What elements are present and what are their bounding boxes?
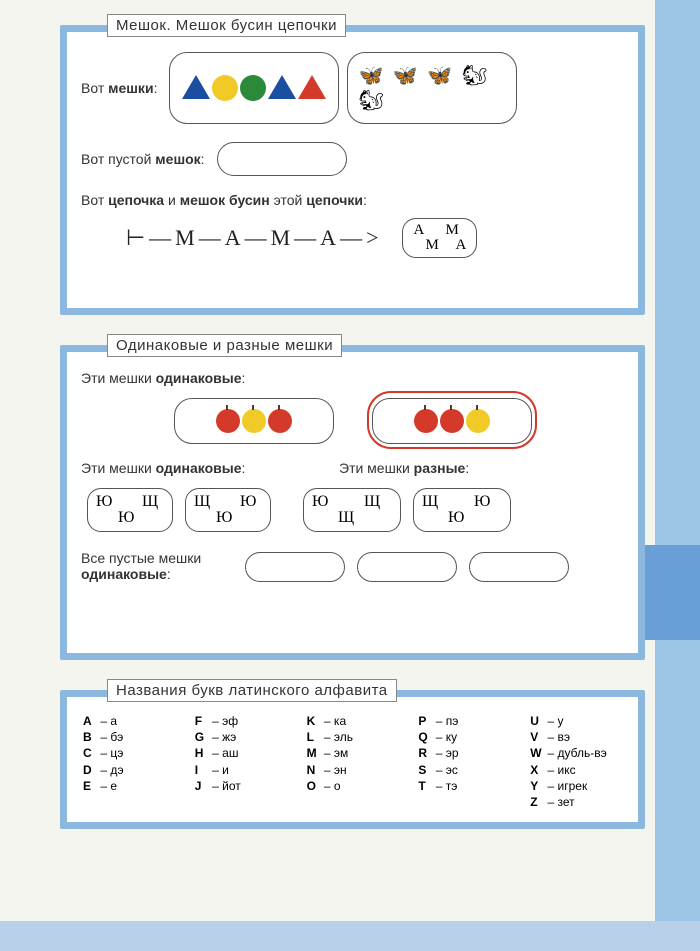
alphabet-col: U – уV – вэW – дубль-вэX – иксY – игрекZ… [530,713,622,810]
apple-yellow [466,409,490,433]
alphabet-row: X – икс [530,762,622,778]
alphabet-row: P – пэ [418,713,510,729]
alphabet-row: K – ка [307,713,399,729]
alphabet-row: J – йот [195,778,287,794]
content-column: Мешок. Мешок бусин цепочки Вот мешки: 🦋 … [60,25,645,859]
alphabet-row: D – дэ [83,762,175,778]
section2-title: Одинаковые и разные мешки [107,334,342,357]
chain-letters-bag: А М М А [402,218,477,258]
alphabet-row: V – вэ [530,729,622,745]
section-same-diff: Одинаковые и разные мешки Эти мешки один… [60,345,645,660]
page: Мешок. Мешок бусин цепочки Вот мешки: 🦋 … [0,0,700,951]
bottom-band [0,921,700,951]
chain-letter: А [455,237,466,254]
alphabet-table: A – аB – бэC – цэD – дэE – еF – эфG – жэ… [81,709,624,814]
alphabet-row: G – жэ [195,729,287,745]
side-bar [655,0,700,951]
empty-bag [217,142,347,176]
section3-title: Названия букв латинского алфавита [107,679,397,702]
letter-bag-d: Щ Ю Ю [413,488,511,532]
alphabet-row: H – аш [195,745,287,761]
label-empty-bag: Вот пустой мешок: [81,151,205,167]
apple-red [268,409,292,433]
alphabet-row: T – тэ [418,778,510,794]
alphabet-col: A – аB – бэC – цэD – дэE – е [83,713,175,810]
label-bags: Вот мешки: [81,80,157,96]
alphabet-row: M – эм [307,745,399,761]
alphabet-row: F – эф [195,713,287,729]
chain-letter: М [425,237,438,254]
label-empty-all: Все пустые мешки одинаковые: [81,550,231,582]
alphabet-row: S – эс [418,762,510,778]
section1-title: Мешок. Мешок бусин цепочки [107,14,346,37]
label-same2: Эти мешки одинаковые: [81,460,331,476]
triangle-red [298,75,326,99]
alphabet-row: L – эль [307,729,399,745]
alphabet-row: N – эн [307,762,399,778]
apples-bag-1 [174,398,334,444]
label-same1: Эти мешки одинаковые: [81,370,245,386]
apple-red [440,409,464,433]
chain-text: ⊢—М—А—М—А—> [126,225,382,251]
alphabet-row: W – дубль-вэ [530,745,622,761]
circle-green [240,75,266,101]
letter-bag-b: Щ Ю Ю [185,488,271,532]
alphabet-col: F – эфG – жэH – ашI – иJ – йот [195,713,287,810]
triangle-blue [268,75,296,99]
alphabet-row: A – а [83,713,175,729]
section-bags: Мешок. Мешок бусин цепочки Вот мешки: 🦋 … [60,25,645,315]
label-chain: Вот цепочка и мешок бусин этой цепочки: [81,192,367,208]
alphabet-row: Z – зет [530,794,622,810]
triangle-blue [182,75,210,99]
alphabet-row: B – бэ [83,729,175,745]
shapes-bag [169,52,339,124]
circle-yellow [212,75,238,101]
alphabet-row: Y – игрек [530,778,622,794]
apples-bag-2 [372,398,532,444]
alphabet-row: Q – ку [418,729,510,745]
empty-bag-2 [357,552,457,582]
alphabet-col: K – каL – эльM – эмN – энO – о [307,713,399,810]
alphabet-row: U – у [530,713,622,729]
chain-letter: А [413,222,424,239]
alphabet-row: I – и [195,762,287,778]
alphabet-row: C – цэ [83,745,175,761]
empty-bag-3 [469,552,569,582]
alphabet-col: P – пэQ – куR – эрS – эсT – тэ [418,713,510,810]
letter-bag-a: Ю Ю Щ [87,488,173,532]
alphabet-row: E – е [83,778,175,794]
section-alphabet: Названия букв латинского алфавита A – аB… [60,690,645,829]
animals-text: 🦋 🦋 🦋 🐿 🐿 [358,63,506,113]
alphabet-row: R – эр [418,745,510,761]
alphabet-row: O – о [307,778,399,794]
apple-red [414,409,438,433]
label-diff: Эти мешки разные: [339,460,469,476]
empty-bag-1 [245,552,345,582]
letter-bag-c: Ю Щ Щ [303,488,401,532]
apple-yellow [242,409,266,433]
animals-bag: 🦋 🦋 🦋 🐿 🐿 [347,52,517,124]
apple-red [216,409,240,433]
